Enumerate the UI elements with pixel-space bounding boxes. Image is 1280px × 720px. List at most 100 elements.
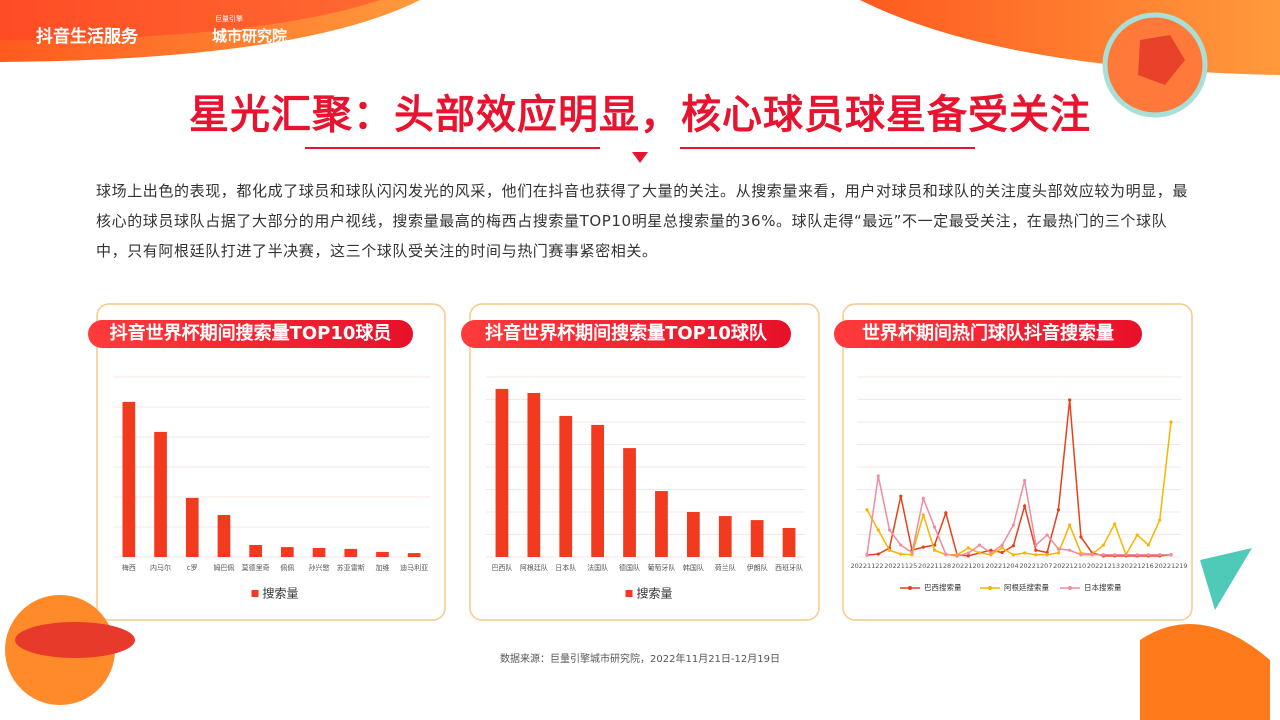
bar (782, 527, 796, 557)
card (842, 303, 1193, 621)
line-series (866, 475, 1171, 557)
hand-decor (1140, 624, 1270, 720)
bar (281, 547, 294, 557)
point (1000, 543, 1004, 547)
point (1079, 535, 1083, 539)
point (966, 554, 970, 558)
point (910, 553, 914, 557)
point (1146, 543, 1151, 547)
bar (217, 515, 231, 557)
point (989, 551, 993, 555)
x-tick-label: 孙兴慜 (309, 563, 330, 572)
chart-title: 世界杯期间热门球队抖音搜索量 (834, 320, 1142, 348)
divider-arrow (632, 152, 648, 163)
bar (249, 545, 262, 557)
point (865, 508, 869, 512)
bar (376, 551, 389, 557)
point (1068, 548, 1072, 552)
point (876, 474, 880, 478)
legend-swatch (625, 590, 633, 597)
bar (154, 431, 167, 557)
chart-title: 抖音世界杯期间搜索量TOP10球队 (461, 320, 791, 348)
point (1079, 553, 1083, 557)
bar (750, 520, 764, 557)
source: 数据来源：巨量引擎城市研究院，2022年11月21日-12月19日 (500, 654, 780, 665)
point (977, 543, 982, 547)
x-tick-label: 加维 (375, 563, 389, 572)
point (977, 551, 982, 555)
chart-title: 抖音世界杯期间搜索量TOP10球员 (88, 320, 413, 348)
x-tick-label: 姆巴佩 (213, 563, 234, 572)
point (1101, 553, 1106, 557)
bar (185, 497, 199, 557)
point (1034, 548, 1038, 552)
legend-swatch (908, 586, 912, 590)
point (966, 546, 970, 550)
x-tick-label: 西班牙队 (775, 563, 803, 572)
x-tick-label: 德国队 (619, 563, 640, 572)
point (1011, 553, 1015, 557)
x-tick-label: 韩国队 (683, 563, 704, 572)
point (876, 552, 880, 556)
x-tick-label: 20221210 (1053, 562, 1086, 570)
x-tick-label: 20221219 (1154, 562, 1187, 570)
point (1113, 553, 1117, 557)
point (921, 545, 925, 549)
bar (655, 491, 668, 557)
point (865, 553, 869, 557)
point (1113, 522, 1117, 526)
x-tick-label: 葡萄牙队 (647, 563, 675, 572)
point (1034, 543, 1038, 547)
point (932, 525, 937, 529)
point (1034, 553, 1038, 557)
legend-label: 日本搜索量 (1084, 582, 1122, 592)
point (1045, 550, 1049, 555)
point (910, 550, 914, 555)
point (1000, 550, 1004, 555)
bar (495, 388, 509, 557)
card (96, 303, 446, 621)
x-tick-label: 莫德里奇 (242, 563, 270, 572)
point (899, 552, 903, 556)
point (1045, 533, 1049, 537)
point (899, 543, 903, 547)
point (1023, 478, 1027, 483)
point (1068, 398, 1072, 402)
page-title: 星光汇聚：头部效应明显，核心球员球星备受关注 (189, 92, 1091, 138)
point (989, 548, 993, 552)
x-tick-label: 20221216 (1121, 562, 1154, 570)
x-tick-label: 20221122 (850, 562, 883, 570)
x-tick-label: 20221128 (918, 562, 951, 570)
legend-label: 巴西搜索量 (924, 582, 962, 592)
point (887, 528, 892, 532)
point (1056, 547, 1061, 551)
bar (686, 512, 700, 557)
bar (718, 516, 732, 557)
point (1056, 551, 1061, 555)
bolt-decor (1200, 548, 1252, 610)
x-tick-label: 荷兰队 (715, 563, 736, 572)
point (1056, 508, 1061, 512)
legend-label: 阿根廷搜索量 (1004, 582, 1049, 592)
bar (312, 548, 326, 557)
x-tick-label: 苏亚雷斯 (337, 563, 365, 572)
point (1169, 553, 1173, 557)
card (469, 303, 820, 621)
description: 球场上出色的表现，都化成了球员和球队闪闪发光的风采，他们在抖音也获得了大量的关注… (96, 182, 1189, 260)
legend-label: 搜索量 (637, 586, 673, 601)
legend-swatch (251, 590, 259, 597)
point (899, 494, 903, 498)
bar (122, 401, 136, 557)
burger-decor (15, 622, 135, 658)
point (944, 552, 948, 556)
legend-swatch (1068, 586, 1072, 590)
x-tick-label: 巴西队 (491, 563, 512, 572)
point (887, 548, 892, 552)
point (876, 528, 880, 532)
point (1000, 546, 1004, 550)
point (932, 548, 937, 552)
point (1045, 553, 1049, 557)
x-tick-label: 佩佩 (280, 563, 294, 572)
